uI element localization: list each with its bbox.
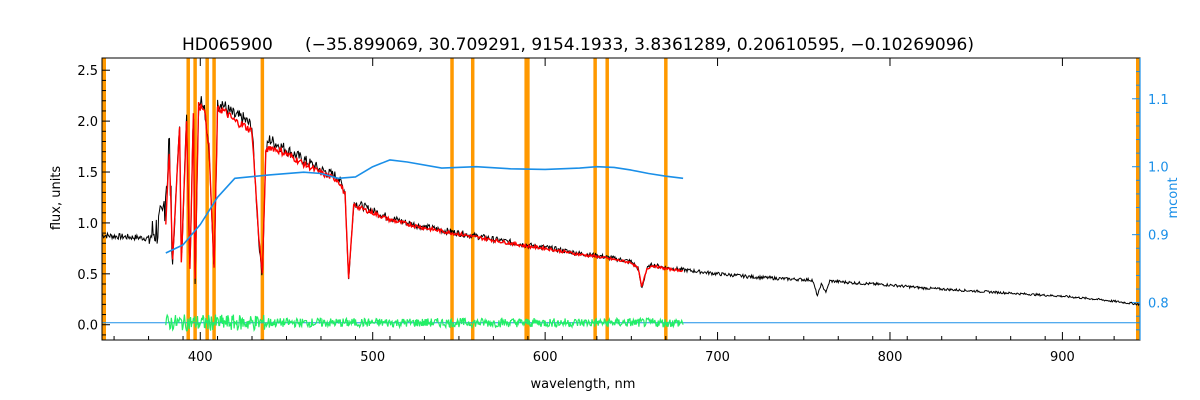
model-path bbox=[165, 102, 684, 287]
observed-path bbox=[101, 96, 1140, 307]
right-tick-label-1: 0.9 bbox=[1148, 229, 1169, 244]
y-tick-label-0: 0.0 bbox=[77, 319, 98, 334]
y-tick-label-1: 0.5 bbox=[77, 268, 98, 283]
right-axis-label: mcont bbox=[1166, 177, 1181, 218]
right-axis-ticks: 0.8 0.9 1.0 1.1 bbox=[1132, 71, 1169, 331]
model-spectrum bbox=[165, 102, 684, 287]
observed-spectrum bbox=[101, 96, 1140, 307]
band-edge-left bbox=[102, 58, 106, 340]
x-axis-label: wavelength, nm bbox=[531, 377, 636, 392]
right-tick-label-0: 0.8 bbox=[1148, 297, 1169, 312]
y-tick-label-5: 2.5 bbox=[77, 64, 98, 79]
chart-title-star: HD065900 bbox=[182, 35, 273, 55]
x-tick-label-5: 900 bbox=[1050, 350, 1075, 365]
x-axis-ticks: 400 500 600 700 800 900 bbox=[113, 58, 1115, 365]
y-tick-label-4: 2.0 bbox=[77, 115, 98, 130]
x-tick-label-0: 400 bbox=[188, 350, 213, 365]
x-tick-label-3: 700 bbox=[705, 350, 730, 365]
x-tick-label-2: 600 bbox=[533, 350, 558, 365]
x-tick-label-1: 500 bbox=[360, 350, 385, 365]
right-tick-label-3: 1.1 bbox=[1148, 93, 1169, 108]
x-tick-label-4: 800 bbox=[878, 350, 903, 365]
y-axis-label: flux, units bbox=[49, 166, 64, 231]
chart-title-params: (−35.899069, 30.709291, 9154.1933, 3.836… bbox=[305, 35, 974, 55]
mcont-curve bbox=[165, 159, 684, 254]
y-tick-label-3: 1.5 bbox=[77, 166, 98, 181]
right-tick-label-2: 1.0 bbox=[1148, 161, 1169, 176]
y-tick-label-2: 1.0 bbox=[77, 217, 98, 232]
band-edge-right bbox=[1136, 58, 1140, 340]
y-axis-ticks: 0.0 0.5 1.0 1.5 2.0 2.5 bbox=[77, 64, 110, 336]
residual-path bbox=[165, 313, 684, 332]
mcont-path bbox=[165, 159, 684, 254]
orange-bands bbox=[102, 58, 1140, 340]
residual-series bbox=[165, 313, 684, 332]
plot-frame bbox=[101, 57, 1141, 341]
